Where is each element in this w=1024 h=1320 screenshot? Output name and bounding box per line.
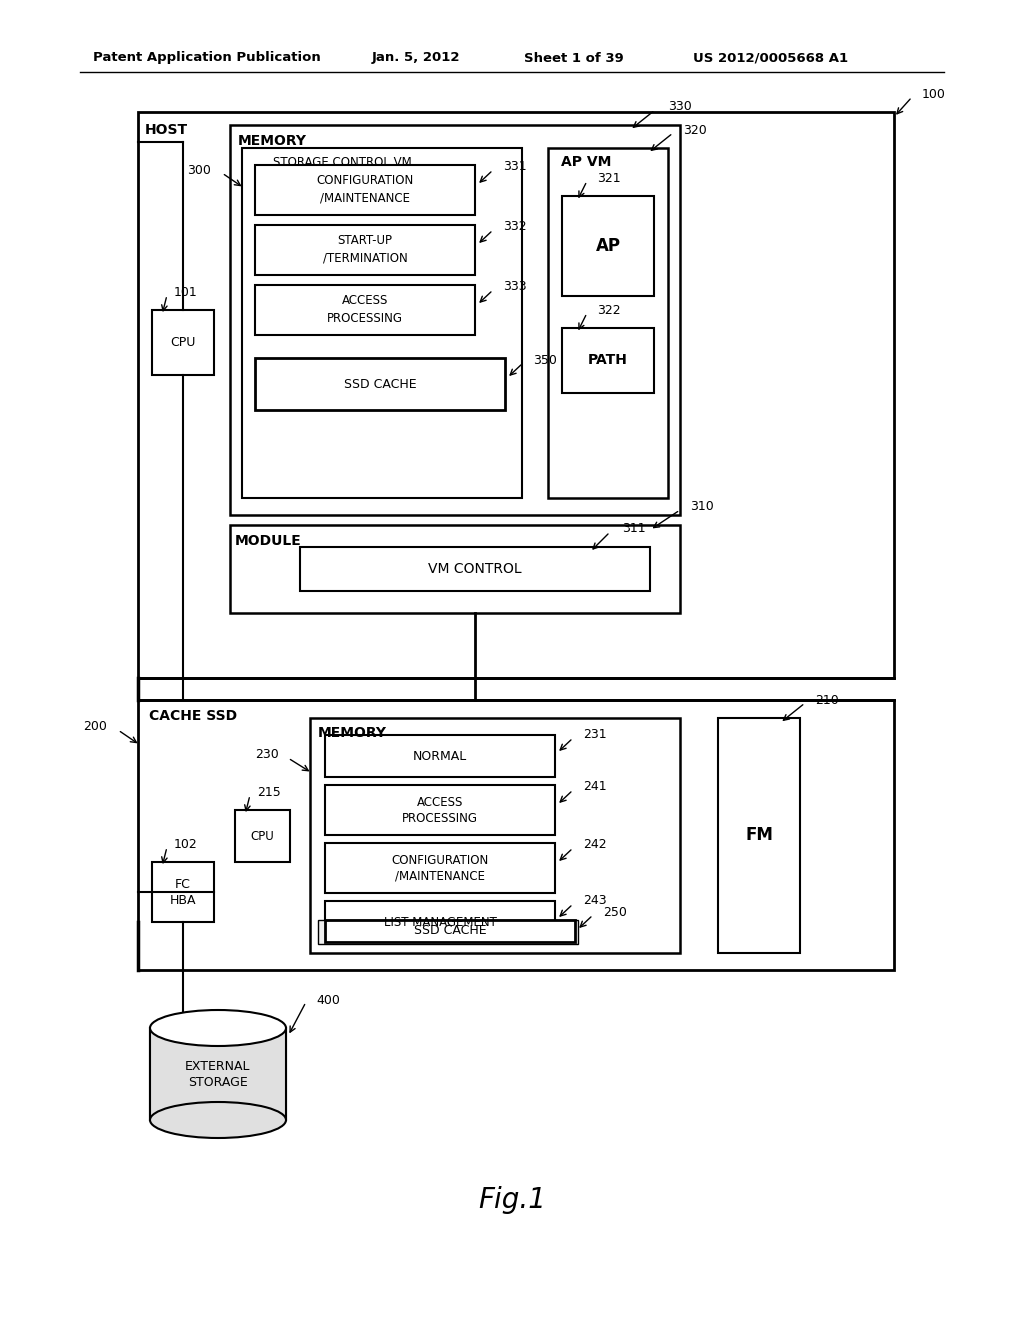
Bar — [255, 224, 475, 275]
Text: Jan. 5, 2012: Jan. 5, 2012 — [372, 51, 461, 65]
Text: PATH: PATH — [588, 352, 628, 367]
Bar — [300, 546, 650, 591]
Text: STORAGE: STORAGE — [188, 1076, 248, 1089]
Bar — [230, 525, 680, 612]
Text: 300: 300 — [187, 164, 211, 177]
Bar — [230, 125, 680, 515]
Text: PROCESSING: PROCESSING — [402, 812, 478, 825]
Text: 310: 310 — [690, 500, 714, 513]
Bar — [255, 358, 505, 411]
Text: Fig.1: Fig.1 — [478, 1185, 546, 1214]
Bar — [310, 718, 680, 953]
Text: /MAINTENANCE: /MAINTENANCE — [319, 191, 410, 205]
Text: MEMORY: MEMORY — [238, 135, 306, 148]
Text: ACCESS: ACCESS — [342, 294, 388, 308]
Text: 322: 322 — [597, 304, 621, 317]
Text: 242: 242 — [583, 838, 606, 851]
Text: /MAINTENANCE: /MAINTENANCE — [395, 870, 485, 883]
Text: CACHE SSD: CACHE SSD — [148, 709, 238, 723]
Text: NORMAL: NORMAL — [413, 750, 467, 763]
Text: SSD CACHE: SSD CACHE — [344, 378, 417, 391]
Text: FM: FM — [745, 826, 773, 843]
Text: 321: 321 — [597, 172, 621, 185]
Bar — [325, 785, 555, 836]
Text: /TERMINATION: /TERMINATION — [323, 252, 408, 264]
Text: EXTERNAL: EXTERNAL — [185, 1060, 251, 1072]
Bar — [152, 310, 214, 375]
Text: 231: 231 — [583, 729, 606, 742]
Text: 330: 330 — [668, 100, 692, 114]
Text: US 2012/0005668 A1: US 2012/0005668 A1 — [693, 51, 848, 65]
Text: HOST: HOST — [144, 123, 187, 137]
Text: ACCESS: ACCESS — [417, 796, 463, 808]
Text: STORAGE CONTROL VM: STORAGE CONTROL VM — [272, 156, 412, 169]
Text: 311: 311 — [622, 523, 645, 536]
Text: 331: 331 — [503, 161, 526, 173]
Text: 400: 400 — [316, 994, 340, 1006]
Text: MODULE: MODULE — [234, 535, 301, 548]
Bar — [318, 920, 578, 944]
Ellipse shape — [150, 1102, 286, 1138]
Bar — [138, 700, 894, 970]
Bar — [325, 920, 575, 942]
Text: AP VM: AP VM — [561, 154, 611, 169]
Text: FC: FC — [175, 878, 190, 891]
Text: 102: 102 — [174, 837, 198, 850]
Ellipse shape — [150, 1010, 286, 1045]
Bar — [548, 148, 668, 498]
Bar — [325, 843, 555, 894]
Text: 210: 210 — [815, 693, 839, 706]
Text: LIST MANAGEMENT: LIST MANAGEMENT — [384, 916, 497, 928]
Text: 230: 230 — [255, 748, 279, 762]
Bar — [562, 195, 654, 296]
Text: 215: 215 — [257, 785, 281, 799]
Text: CONFIGURATION: CONFIGURATION — [391, 854, 488, 866]
Text: 320: 320 — [683, 124, 707, 136]
Text: 200: 200 — [83, 721, 106, 734]
Bar — [718, 718, 800, 953]
Bar — [150, 1028, 286, 1119]
Bar — [255, 285, 475, 335]
Text: AP: AP — [596, 238, 621, 255]
Text: 350: 350 — [534, 354, 557, 367]
Text: 250: 250 — [603, 906, 627, 919]
Text: CPU: CPU — [170, 335, 196, 348]
Text: 243: 243 — [583, 895, 606, 908]
Text: 241: 241 — [583, 780, 606, 793]
Text: Patent Application Publication: Patent Application Publication — [93, 51, 321, 65]
Text: CONFIGURATION: CONFIGURATION — [316, 174, 414, 187]
Bar — [255, 165, 475, 215]
Text: START-UP: START-UP — [338, 235, 392, 248]
Text: HBA: HBA — [170, 894, 197, 907]
Bar — [234, 810, 290, 862]
Text: CPU: CPU — [250, 829, 273, 842]
Bar — [325, 735, 555, 777]
Bar — [152, 862, 214, 921]
Bar — [138, 112, 894, 678]
Text: 101: 101 — [174, 285, 198, 298]
Text: VM CONTROL: VM CONTROL — [428, 562, 522, 576]
Text: 333: 333 — [503, 281, 526, 293]
Text: SSD CACHE: SSD CACHE — [414, 924, 486, 937]
Text: Sheet 1 of 39: Sheet 1 of 39 — [524, 51, 624, 65]
Text: PROCESSING: PROCESSING — [327, 312, 403, 325]
Bar — [562, 327, 654, 393]
Text: 332: 332 — [503, 220, 526, 234]
Text: MEMORY: MEMORY — [317, 726, 386, 741]
Text: 100: 100 — [922, 87, 946, 100]
Bar — [325, 902, 555, 942]
Bar — [242, 148, 522, 498]
